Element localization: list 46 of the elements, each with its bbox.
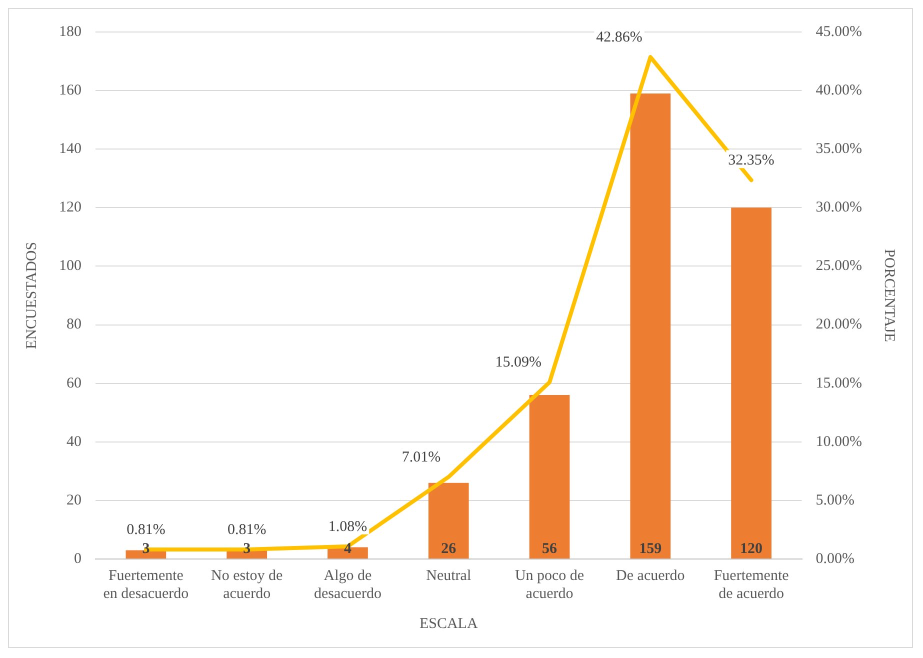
bar: [529, 395, 570, 558]
y2-axis-title: PORCENTAJE: [881, 249, 898, 342]
y-tick-label: 40: [66, 434, 82, 450]
y-axis-title: ENCUESTADOS: [24, 242, 40, 350]
x-tick-label: Un poco de acuerdo: [514, 568, 584, 602]
data-label: 15.09%: [495, 354, 542, 371]
y-tick-label: 100: [59, 258, 82, 274]
y-tick-label: 140: [59, 141, 82, 158]
y-tick-label: 180: [59, 24, 82, 40]
data-label: 159: [639, 540, 662, 557]
y2-tick-label: 30.00%: [816, 200, 862, 216]
x-tick-label: No estoy de acuerdo: [211, 568, 284, 602]
x-tick-label: Algo de desacuerdo: [314, 568, 382, 602]
y2-tick-label: 0.00%: [816, 550, 855, 567]
x-tick-label: Fuertemente en desacuerdo: [103, 568, 189, 602]
data-label: 7.01%: [402, 449, 441, 466]
data-label: 0.81%: [227, 522, 266, 538]
y2-tick-label: 20.00%: [816, 316, 862, 333]
data-label: 4: [344, 540, 352, 557]
data-label: 0.81%: [126, 522, 166, 538]
data-label: 42.86%: [596, 30, 642, 46]
data-label: 120: [740, 540, 763, 557]
x-axis-title: ESCALA: [419, 616, 478, 632]
y-tick-label: 0: [74, 550, 82, 567]
bar: [731, 208, 772, 558]
y-tick-label: 120: [59, 200, 82, 216]
y2-tick-label: 15.00%: [816, 375, 862, 392]
data-label: 56: [542, 540, 558, 557]
y-tick-label: 80: [66, 316, 82, 333]
y-tick-label: 20: [66, 492, 82, 508]
data-label: 1.08%: [328, 518, 368, 535]
y2-tick-label: 25.00%: [816, 258, 862, 274]
bar: [428, 482, 469, 558]
data-label: 32.35%: [728, 152, 774, 169]
y2-tick-label: 40.00%: [816, 82, 862, 98]
y2-tick-label: 10.00%: [816, 434, 862, 450]
y2-tick-label: 35.00%: [816, 141, 862, 158]
y-tick-label: 60: [66, 375, 82, 392]
y2-tick-label: 45.00%: [816, 24, 862, 40]
x-tick-label: De acuerdo: [616, 568, 685, 584]
y-tick-label: 160: [59, 82, 82, 98]
x-tick-label: Fuertemente de acuerdo: [714, 568, 790, 602]
data-label: 26: [441, 540, 457, 557]
x-tick-label: Neutral: [426, 568, 472, 584]
y2-tick-label: 5.00%: [816, 492, 855, 508]
bar: [630, 93, 671, 558]
